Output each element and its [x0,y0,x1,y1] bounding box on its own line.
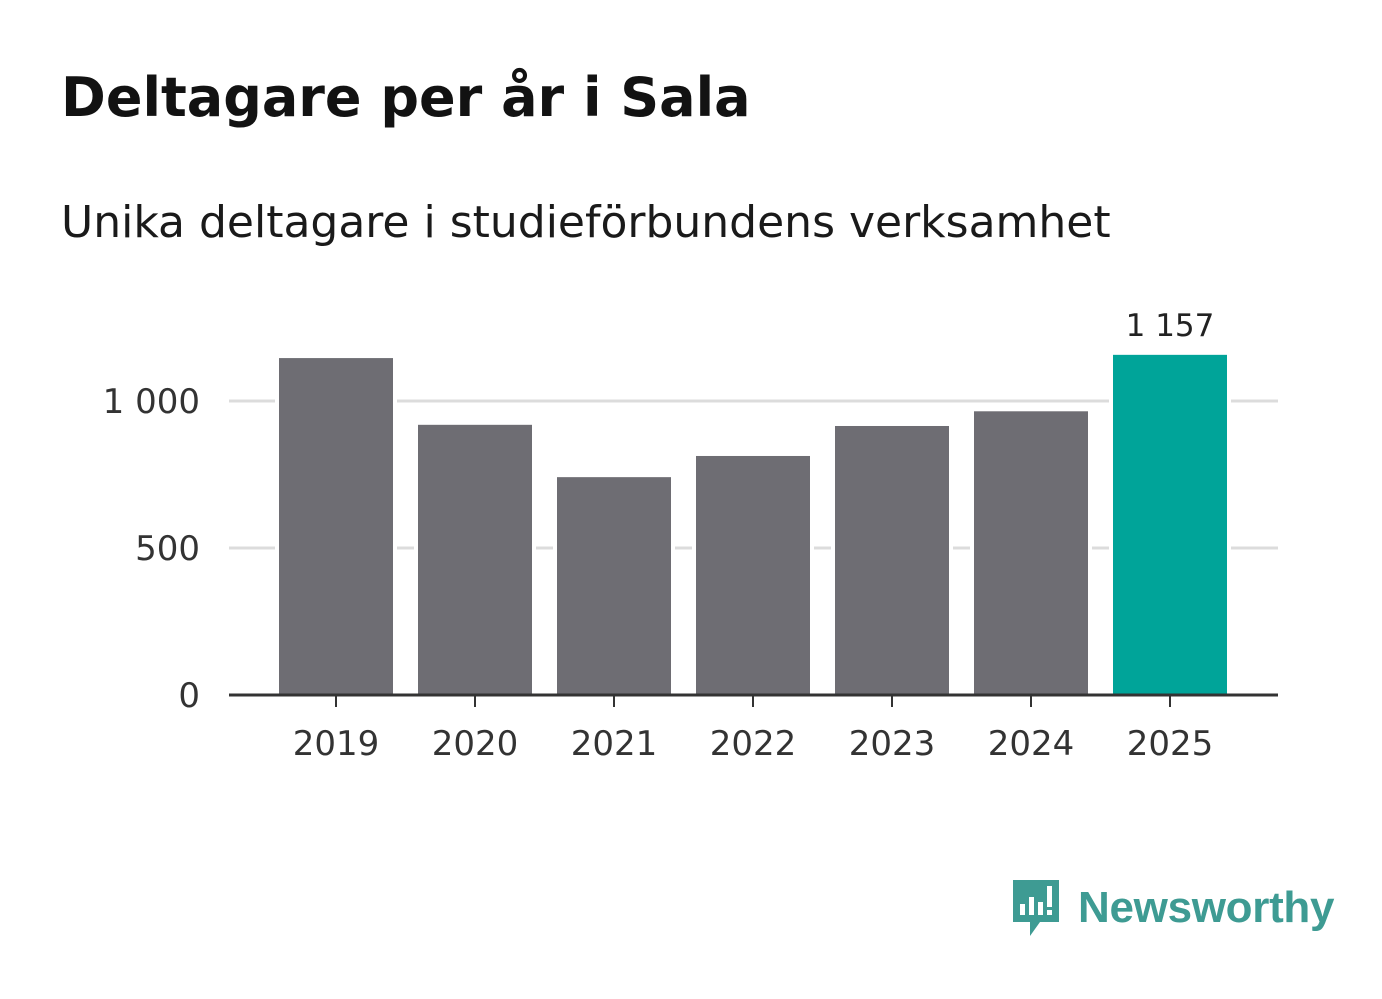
brand-logo: Newsworthy [1010,878,1334,938]
x-tick-label: 2024 [988,724,1075,764]
y-tick-label: 500 [135,529,200,569]
chart-title: Deltagare per år i Sala [61,66,751,129]
x-tick-label: 2025 [1127,724,1214,764]
x-tick-label: 2020 [432,724,519,764]
bar-2022 [696,455,810,695]
bar-2023 [835,425,949,695]
x-tick-label: 2019 [293,724,380,764]
y-tick-label: 1 000 [103,382,200,422]
bar-2025 [1113,354,1227,695]
brand-name: Newsworthy [1078,883,1335,932]
y-tick-label: 0 [178,676,200,716]
x-tick-label: 2022 [710,724,797,764]
x-tick-label: 2021 [571,724,658,764]
value-label: 1 157 [1126,308,1215,344]
bar-2019 [279,358,393,695]
bar-2020 [418,424,532,695]
x-tick-label: 2023 [849,724,936,764]
chart-subtitle: Unika deltagare i studieförbundens verks… [61,197,1111,248]
newsworthy-logo-icon [1013,880,1059,936]
bar-2024 [974,411,1088,695]
bar-2021 [557,477,671,695]
